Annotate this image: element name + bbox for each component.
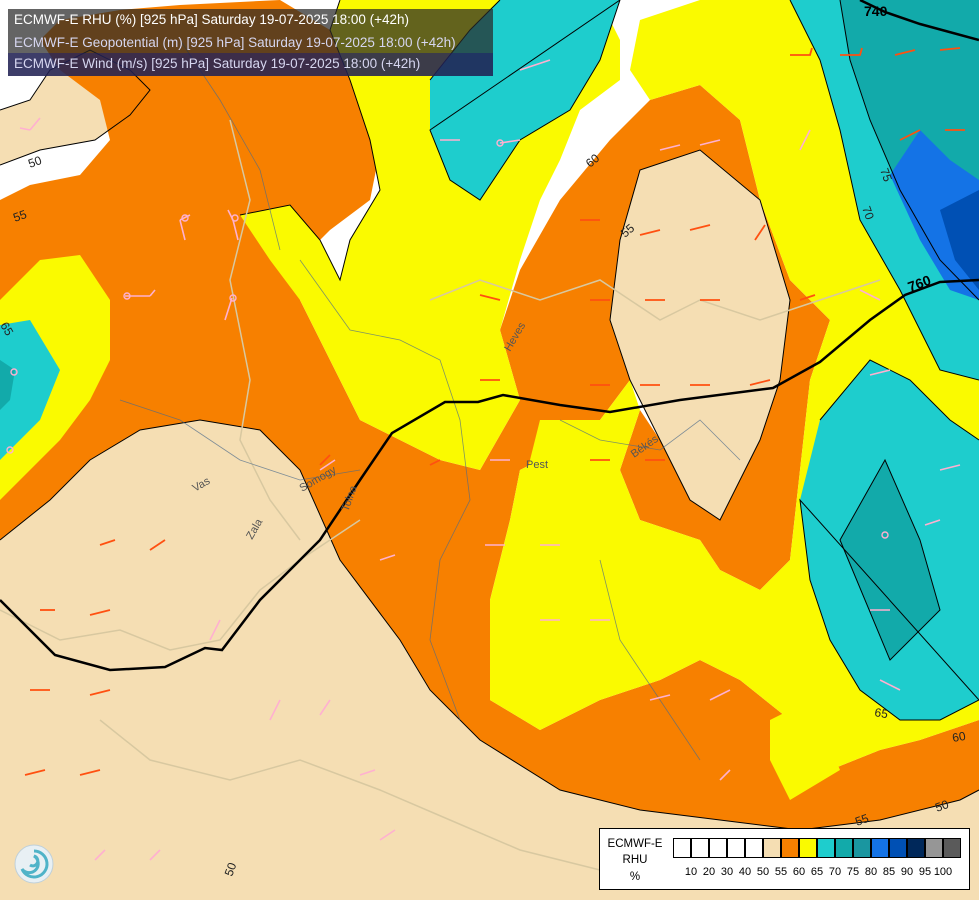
svg-text:70: 70 [859, 204, 877, 222]
legend-tick-label: 60 [792, 866, 806, 878]
legend-swatch [835, 838, 853, 858]
svg-text:55: 55 [853, 811, 871, 829]
ecmwf-logo-icon [14, 844, 54, 884]
svg-text:50: 50 [222, 860, 240, 878]
svg-text:50: 50 [26, 153, 44, 171]
wind-barbs-high [24, 47, 965, 776]
geopotential-label-760: 760 [906, 272, 934, 295]
wind-barbs-low [19, 59, 961, 861]
legend-tick-label: 95 [918, 866, 932, 878]
legend-tick-label: 10 [684, 866, 698, 878]
geographic-borders [0, 119, 881, 871]
legend-swatch [889, 838, 907, 858]
legend-tick-label: 90 [900, 866, 914, 878]
legend-swatch [709, 838, 727, 858]
legend-swatch [781, 838, 799, 858]
legend-swatch [907, 838, 925, 858]
svg-text:60: 60 [951, 729, 967, 745]
geopotential-label-740: 740 [864, 3, 888, 19]
legend-swatch [871, 838, 889, 858]
rivers [119, 39, 741, 761]
rhu-legend: ECMWF-E RHU % 10 20 30 40 50 55 60 65 70 75 80 85 90… [599, 828, 970, 890]
legend-title-variable: RHU [622, 854, 648, 866]
legend-swatch [799, 838, 817, 858]
svg-text:75: 75 [877, 166, 895, 184]
legend-tick-label: 70 [828, 866, 842, 878]
rhu-55-60-zone [0, 0, 979, 830]
legend-tick-label: 75 [846, 866, 860, 878]
map-title-box: ECMWF-E RHU (%) [925 hPa] Saturday 19-07… [8, 9, 493, 76]
legend-swatch [925, 838, 943, 858]
rhu-85-90-zone [940, 190, 979, 290]
rhu-50-55-zone [0, 50, 979, 900]
wind-barb-dots [6, 139, 889, 539]
title-highlight [8, 53, 493, 76]
title-wind: ECMWF-E Wind (m/s) [925 hPa] Saturday 19… [14, 56, 421, 71]
legend-tick-label: 85 [882, 866, 896, 878]
legend-tick-label: 50 [756, 866, 770, 878]
legend-tick-label: 65 [810, 866, 824, 878]
legend-swatch [673, 838, 691, 858]
title-geopotential: ECMWF-E Geopotential (m) [925 hPa] Satur… [14, 35, 456, 50]
legend-tick-label: 100 [933, 866, 953, 878]
legend-tick-label: 40 [738, 866, 752, 878]
legend-swatch [763, 838, 781, 858]
title-rhu: ECMWF-E RHU (%) [925 hPa] Saturday 19-07… [14, 12, 410, 27]
svg-text:55: 55 [11, 207, 29, 225]
svg-text:Pest: Pest [526, 459, 548, 471]
legend-swatch [691, 838, 709, 858]
legend-title-unit: % [629, 871, 641, 883]
legend-tick-label: 30 [720, 866, 734, 878]
legend-title-model: ECMWF-E [607, 838, 663, 850]
legend-tick-label: 20 [702, 866, 716, 878]
legend-swatch [817, 838, 835, 858]
svg-text:65: 65 [873, 705, 889, 721]
legend-tick-label: 55 [774, 866, 788, 878]
legend-swatch [943, 838, 961, 858]
legend-swatch [853, 838, 871, 858]
geopotential-lines [0, 0, 979, 672]
svg-text:50: 50 [933, 797, 951, 815]
legend-tick-label: 80 [864, 866, 878, 878]
legend-swatch [727, 838, 745, 858]
legend-swatch [745, 838, 763, 858]
